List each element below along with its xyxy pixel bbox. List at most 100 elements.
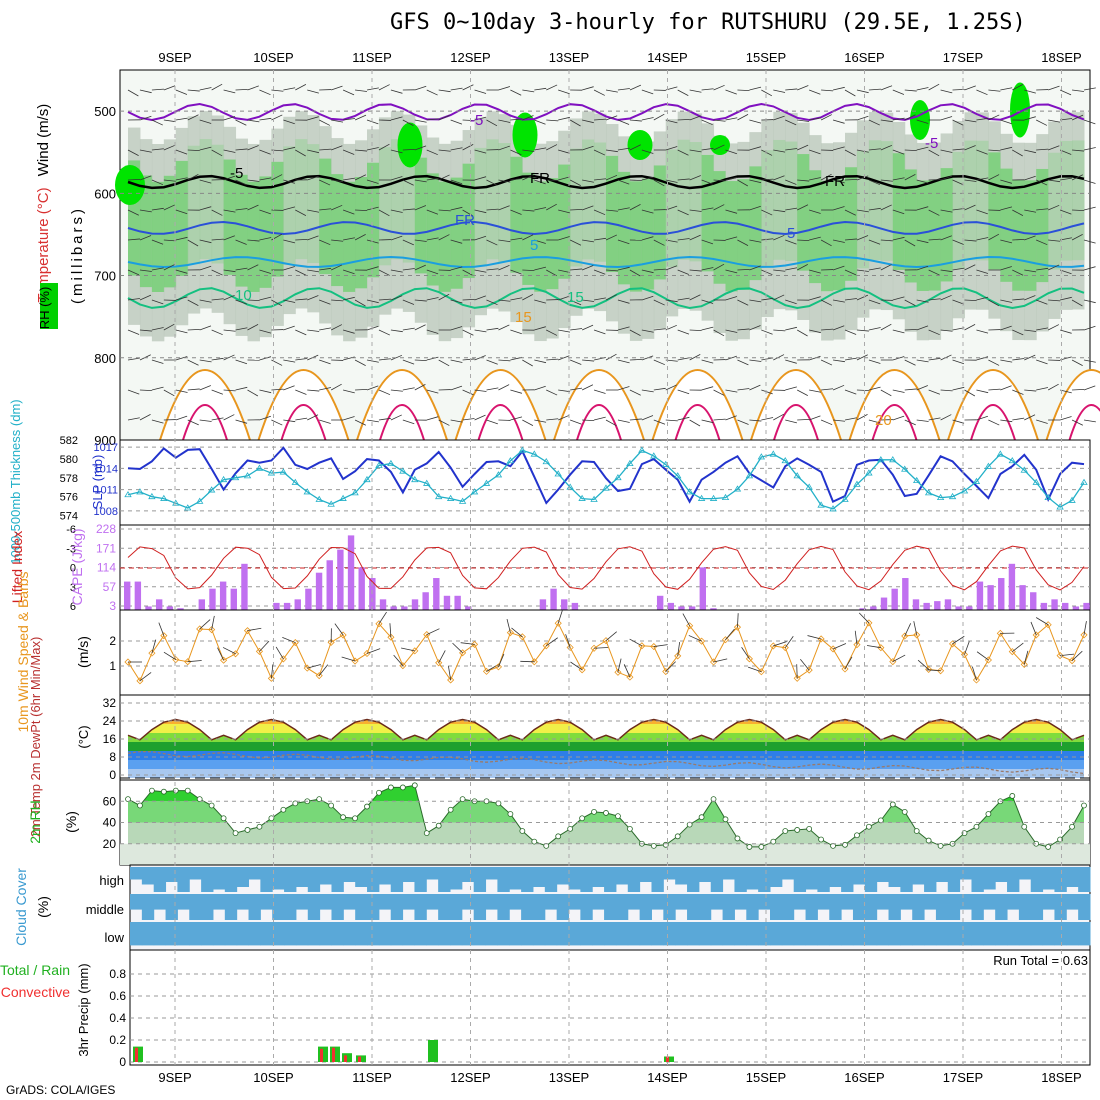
wind-marker	[925, 665, 933, 673]
wind-barb	[809, 209, 821, 214]
ua-label-rh: RH (%)	[37, 287, 52, 330]
cape-bar	[369, 578, 376, 610]
cloud-middle	[272, 894, 285, 920]
thickness-marker	[853, 480, 861, 487]
wind-barb	[952, 635, 965, 645]
wind-barb	[1059, 209, 1072, 215]
rh-marker	[507, 811, 514, 817]
wind-barb	[773, 354, 785, 361]
rh-shade-moist	[904, 169, 918, 283]
wind-barb	[151, 299, 164, 305]
cloud-middle	[746, 894, 759, 920]
wind-barb	[211, 389, 223, 395]
wind-barb	[1083, 325, 1096, 331]
thickness-marker	[339, 494, 347, 501]
rh-marker	[603, 810, 609, 816]
cloud-low	[793, 922, 807, 946]
wind-barb	[1059, 269, 1072, 275]
wind-barb	[163, 85, 176, 91]
wind-barb	[594, 178, 607, 181]
wind-barb	[593, 329, 606, 335]
wind-barb	[797, 144, 809, 151]
contour-label: 5	[787, 225, 795, 242]
rh-shade-moist	[199, 139, 213, 260]
cloud-low	[236, 922, 250, 946]
wind-barb	[366, 87, 379, 91]
wind-barb	[749, 179, 762, 184]
wind-barb	[486, 119, 498, 127]
wind-barb	[498, 179, 511, 183]
wind-barb	[1036, 387, 1049, 391]
cape-bar	[1051, 599, 1058, 610]
chart-title: GFS 0~10day 3-hourly for RUTSHURU (29.5E…	[390, 10, 1026, 35]
wind-marker	[196, 625, 204, 633]
wind-marker	[160, 632, 168, 640]
isotherm-25	[280, 404, 327, 441]
wind-barb	[629, 179, 642, 182]
wind-barb	[594, 118, 607, 121]
wind-barb	[1012, 642, 1024, 652]
wind-barb	[151, 119, 163, 126]
wind-barb	[749, 299, 762, 303]
wind-barb	[558, 329, 571, 333]
wind-barb	[342, 89, 355, 96]
cloud-middle	[604, 894, 617, 920]
wind-barb	[486, 327, 499, 331]
wind-barb	[988, 419, 1000, 426]
wind-barb	[797, 264, 808, 271]
wind-barb	[904, 239, 916, 247]
wind-barb	[426, 628, 440, 635]
wind-barb	[701, 267, 714, 271]
wind-barb	[1012, 149, 1023, 157]
thickness-marker	[434, 492, 443, 500]
cloud-high	[343, 867, 356, 882]
wind-barb	[773, 269, 786, 272]
wind-barb	[498, 239, 511, 243]
wind-marker	[709, 658, 718, 666]
temp-tick: 32	[103, 696, 117, 710]
cloud-low	[130, 922, 143, 946]
rh-shade-moist	[319, 158, 332, 275]
wind-barb	[498, 324, 510, 331]
rh-shade-moist	[629, 181, 643, 292]
wind-barb	[617, 419, 630, 423]
wind-barb	[175, 296, 188, 301]
cape-bar	[358, 567, 365, 610]
wind-barb	[546, 119, 559, 122]
cloud-middle	[959, 894, 972, 910]
wind-barb	[139, 235, 152, 241]
wind-barb	[617, 266, 630, 271]
contour-label: 5	[530, 237, 538, 254]
cloud-low	[900, 922, 913, 946]
wind-barb	[880, 323, 892, 331]
wind-barb	[474, 295, 486, 301]
rh-marker	[232, 830, 239, 837]
wind-barb	[295, 417, 308, 421]
wind-barb	[283, 359, 296, 363]
cape-bar	[465, 606, 472, 610]
cape-bar	[955, 606, 962, 610]
wind-barb	[880, 264, 892, 271]
wind-barb	[390, 354, 403, 361]
p-tick: 500	[94, 104, 116, 119]
wind-barb	[259, 117, 272, 121]
wind-barb	[629, 269, 641, 277]
wind-barb	[677, 389, 690, 395]
wind-barb	[534, 385, 546, 391]
thickness-marker	[578, 494, 586, 501]
wind-barb	[426, 118, 439, 121]
wind-barb	[988, 388, 1001, 391]
wind-barb	[856, 209, 869, 213]
wind-barb	[546, 203, 557, 211]
wind-barb	[737, 268, 750, 271]
cloud-low	[367, 922, 380, 946]
wind-barb	[558, 116, 570, 121]
wind-barb	[498, 384, 510, 391]
rh-shade-moist	[450, 177, 464, 289]
date-label-bottom: 15SEP	[746, 1070, 786, 1085]
wind-barb	[462, 84, 474, 91]
rh-marker	[447, 806, 454, 813]
wind-barb	[971, 666, 977, 681]
cloud-low	[1007, 922, 1020, 946]
rh-marker	[208, 802, 215, 809]
